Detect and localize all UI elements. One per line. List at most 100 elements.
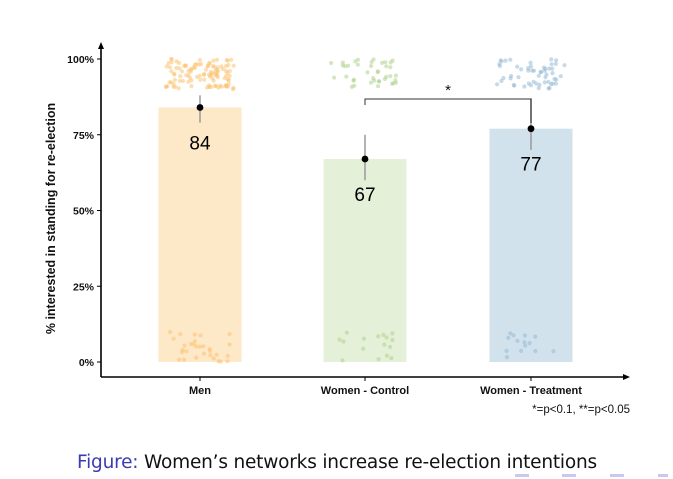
data-point xyxy=(164,64,169,69)
y-tick-label: 0% xyxy=(79,357,95,369)
data-point xyxy=(189,84,194,89)
data-point xyxy=(171,336,176,341)
data-point xyxy=(176,86,181,91)
data-point xyxy=(512,83,517,88)
data-point xyxy=(194,61,199,67)
data-point xyxy=(224,58,229,63)
data-point xyxy=(523,343,528,348)
data-point xyxy=(504,348,509,353)
data-point xyxy=(211,78,216,83)
data-point xyxy=(184,349,189,354)
significance-label: * xyxy=(445,82,451,99)
significance-note: *=p<0.1, **=p<0.05 xyxy=(532,404,630,416)
data-point xyxy=(337,337,342,342)
data-point xyxy=(393,73,398,78)
data-point xyxy=(187,75,192,80)
data-point xyxy=(197,344,202,349)
data-point xyxy=(538,69,543,75)
data-point xyxy=(508,331,513,336)
value-label: 84 xyxy=(189,133,211,154)
nav-icon[interactable] xyxy=(562,474,576,477)
data-point xyxy=(346,63,351,68)
data-point xyxy=(184,73,189,78)
value-label: 67 xyxy=(354,185,375,206)
data-point xyxy=(550,66,555,71)
data-point xyxy=(390,338,395,343)
data-point xyxy=(361,336,366,341)
data-point xyxy=(211,356,216,361)
data-point xyxy=(171,84,176,89)
data-point xyxy=(205,85,210,90)
data-point xyxy=(390,81,395,86)
data-point xyxy=(191,65,196,70)
data-point xyxy=(376,79,381,84)
data-point xyxy=(355,62,360,67)
data-point xyxy=(349,84,354,89)
data-point xyxy=(537,82,542,87)
data-point xyxy=(219,84,225,89)
x-tick-label: Women - Treatment xyxy=(480,385,582,397)
data-point xyxy=(533,334,538,339)
data-point xyxy=(499,78,504,84)
data-point xyxy=(225,353,230,359)
data-point xyxy=(227,342,232,347)
data-point xyxy=(218,359,223,364)
data-point xyxy=(213,84,218,89)
data-point xyxy=(231,63,236,68)
nav-icon[interactable] xyxy=(610,474,624,477)
data-point xyxy=(202,72,207,77)
data-point xyxy=(227,331,232,337)
data-point xyxy=(192,332,197,337)
data-point xyxy=(518,348,524,353)
x-tick-label: Men xyxy=(189,385,211,397)
data-point xyxy=(177,66,182,71)
data-point xyxy=(207,348,212,353)
data-point xyxy=(509,73,514,79)
data-point xyxy=(165,84,170,89)
nav-icon[interactable] xyxy=(515,474,529,477)
data-point xyxy=(194,344,199,349)
y-tick-label: 75% xyxy=(73,130,95,142)
data-point xyxy=(183,64,188,69)
mean-point xyxy=(527,125,535,133)
data-point xyxy=(223,69,229,74)
data-point xyxy=(376,84,381,89)
data-point xyxy=(174,65,179,71)
data-point xyxy=(549,57,554,62)
data-point xyxy=(210,64,215,69)
data-point xyxy=(552,76,557,82)
data-point xyxy=(381,332,386,337)
bar xyxy=(489,128,573,362)
data-point xyxy=(542,80,547,85)
data-point xyxy=(168,329,173,334)
data-point xyxy=(202,77,207,82)
data-point xyxy=(180,347,185,353)
mean-point xyxy=(196,104,204,111)
data-point xyxy=(553,81,559,86)
data-point xyxy=(188,341,193,347)
data-point xyxy=(503,58,508,63)
nav-icon[interactable] xyxy=(658,474,668,477)
data-point xyxy=(198,333,203,338)
data-point xyxy=(388,74,393,79)
data-point xyxy=(208,69,213,75)
data-point xyxy=(227,73,232,78)
data-point xyxy=(553,61,558,66)
data-point xyxy=(390,331,395,336)
data-point xyxy=(369,63,374,69)
data-point xyxy=(201,344,206,349)
data-point xyxy=(177,60,182,66)
data-point xyxy=(495,82,500,87)
data-point xyxy=(371,76,376,81)
value-label: 77 xyxy=(520,155,541,176)
data-point xyxy=(225,359,230,364)
x-axis-arrow xyxy=(623,374,630,380)
data-point xyxy=(528,60,533,65)
data-point xyxy=(227,68,232,74)
data-point xyxy=(383,60,388,65)
data-point xyxy=(511,333,516,338)
data-point xyxy=(522,340,527,345)
data-point xyxy=(554,58,559,63)
bar xyxy=(158,107,242,362)
x-tick-label: Women - Control xyxy=(321,385,409,397)
